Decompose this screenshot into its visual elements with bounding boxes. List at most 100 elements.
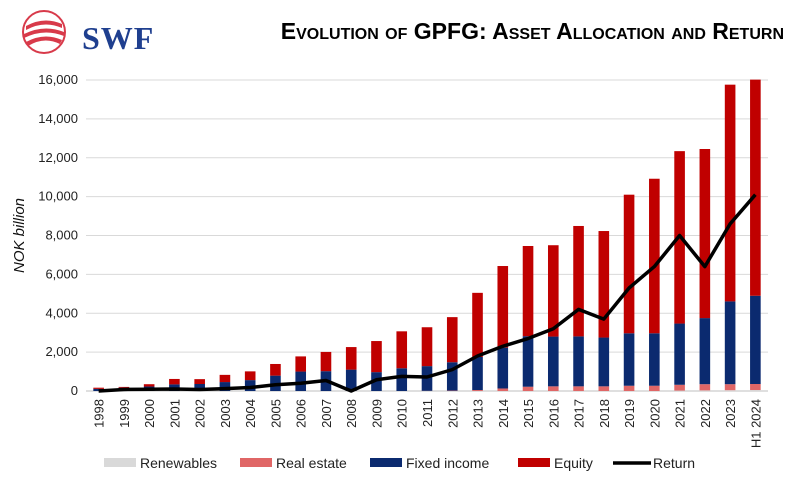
bar-equity xyxy=(320,351,332,372)
legend-swatch xyxy=(518,458,550,467)
x-tick-label: 2016 xyxy=(546,399,561,428)
x-tick-label: 2010 xyxy=(395,399,410,428)
swf-logo: SWF xyxy=(20,8,160,56)
bar-renewables xyxy=(750,390,761,391)
bar-fixed-income xyxy=(649,333,660,386)
bar-real-estate xyxy=(573,386,584,391)
bar-renewables xyxy=(724,390,736,391)
x-tick-label: H1 2024 xyxy=(748,399,763,448)
bar-real-estate xyxy=(750,384,761,391)
bar-real-estate xyxy=(699,384,711,391)
x-tick-label: 2007 xyxy=(319,399,334,428)
bar-real-estate xyxy=(472,390,483,391)
legend-label: Return xyxy=(653,455,695,471)
bar-fixed-income xyxy=(219,382,231,391)
bar-equity xyxy=(219,374,231,383)
bar-equity xyxy=(194,379,205,385)
x-tick-label: 2020 xyxy=(647,399,662,428)
bar-fixed-income xyxy=(472,356,483,391)
bar-equity xyxy=(573,225,584,337)
bar-equity xyxy=(497,266,509,348)
x-tick-label: 2018 xyxy=(597,399,612,428)
y-tick-label: 12,000 xyxy=(38,150,78,165)
bar-fixed-income xyxy=(295,371,307,391)
bar-fixed-income xyxy=(750,295,761,385)
y-tick-label: 14,000 xyxy=(38,111,78,126)
x-tick-label: 1999 xyxy=(117,399,132,428)
bar-fixed-income xyxy=(598,337,610,387)
bar-equity xyxy=(649,178,660,334)
bar-equity xyxy=(623,194,635,334)
bar-fixed-income xyxy=(699,318,711,385)
bar-real-estate xyxy=(724,384,736,391)
bar-fixed-income xyxy=(674,323,685,385)
x-tick-label: 2023 xyxy=(723,399,738,428)
y-tick-label: 2,000 xyxy=(45,344,78,359)
legend-label: Renewables xyxy=(140,455,217,471)
bar-real-estate xyxy=(598,386,610,391)
bar-equity xyxy=(750,79,761,296)
x-tick-label: 2012 xyxy=(445,399,460,428)
x-tick-label: 2002 xyxy=(193,399,208,428)
x-tick-label: 2017 xyxy=(572,399,587,428)
bar-equity xyxy=(169,378,180,385)
bar-real-estate xyxy=(623,385,635,391)
chart-svg: 0 2,000 4,000 6,000 8,000 10,000 12,000 14,000 1… xyxy=(11,72,768,471)
bar-equity xyxy=(244,371,256,381)
bar-fixed-income xyxy=(623,333,635,386)
x-tick-label: 2019 xyxy=(622,399,637,428)
bar-equity xyxy=(295,356,307,372)
bar-fixed-income xyxy=(194,384,205,391)
x-tick-label: 2011 xyxy=(420,399,435,427)
legend-label: Equity xyxy=(554,455,593,471)
x-tick-label: 2004 xyxy=(243,399,258,428)
bar-real-estate xyxy=(522,386,534,391)
bar-real-estate xyxy=(547,386,559,391)
bar-fixed-income xyxy=(724,301,736,385)
return-line xyxy=(98,193,757,393)
swf-globe-icon xyxy=(22,10,66,54)
bar-fixed-income xyxy=(446,362,458,391)
x-tick-label: 2006 xyxy=(294,399,309,428)
bar-real-estate xyxy=(674,384,685,391)
bar-fixed-income xyxy=(396,368,408,391)
bar-equity xyxy=(396,331,408,369)
bar-equity xyxy=(724,84,736,302)
y-tick-label: 16,000 xyxy=(38,72,78,87)
x-tick-label: 2021 xyxy=(673,399,688,428)
x-tick-label: 2014 xyxy=(496,399,511,428)
bar-equity xyxy=(270,363,281,376)
legend-swatch xyxy=(240,458,272,467)
bar-fixed-income xyxy=(345,369,357,391)
bar-equity xyxy=(446,317,458,363)
x-tick-label: 2015 xyxy=(521,399,536,428)
x-tick-label: 1998 xyxy=(92,399,107,428)
x-tick-label: 2005 xyxy=(268,399,283,428)
bar-real-estate xyxy=(649,385,660,391)
x-tick-label: 2003 xyxy=(218,399,233,428)
bar-equity xyxy=(421,327,433,367)
y-tick-label: 6,000 xyxy=(45,266,78,281)
x-tick-label: 2022 xyxy=(698,399,713,428)
bar-equity xyxy=(345,347,357,370)
bar-equity xyxy=(699,149,711,319)
bar-fixed-income xyxy=(497,347,509,389)
bar-equity xyxy=(547,245,559,337)
bar-equity xyxy=(472,292,483,357)
bar-equity xyxy=(522,245,534,337)
legend-label: Fixed income xyxy=(406,455,489,471)
bar-fixed-income xyxy=(244,380,256,391)
bar-fixed-income xyxy=(573,336,584,387)
y-tick-label: 4,000 xyxy=(45,305,78,320)
legend-swatch xyxy=(370,458,402,467)
bar-equity xyxy=(93,387,104,389)
legend-label: Real estate xyxy=(276,455,347,471)
bar-equity xyxy=(118,386,130,388)
bar-fixed-income xyxy=(547,336,559,387)
x-tick-label: 2009 xyxy=(369,399,384,428)
chart-title: Evolution of GPFG: Asset Allocation and … xyxy=(280,18,784,44)
x-tick-label: 2008 xyxy=(344,399,359,428)
legend-swatch xyxy=(104,458,136,467)
logo-text: SWF xyxy=(82,20,155,56)
bar-renewables xyxy=(699,390,711,391)
